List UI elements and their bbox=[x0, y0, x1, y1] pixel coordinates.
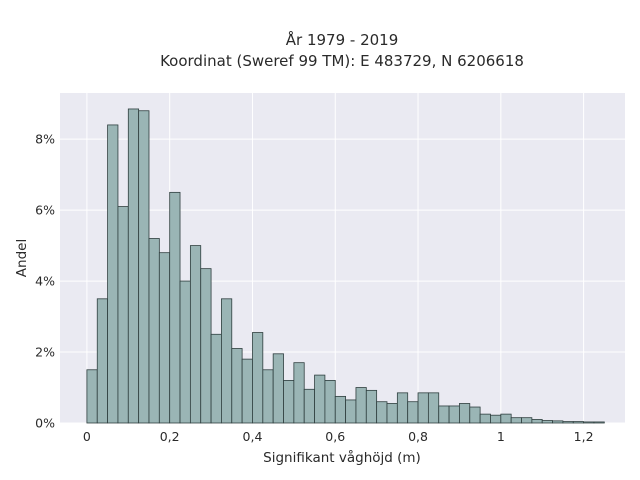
x-tick-label: 1 bbox=[497, 429, 505, 444]
histogram-bar bbox=[541, 420, 553, 424]
histogram-bar bbox=[376, 401, 388, 424]
x-tick-label: 0,2 bbox=[160, 429, 180, 444]
histogram-bar bbox=[365, 389, 378, 424]
x-tick-labels: 0 0,2 0,4 0,6 0,8 1 1,2 bbox=[83, 429, 594, 444]
histogram-bar bbox=[189, 245, 202, 424]
x-axis-label: Signifikant våghöjd (m) bbox=[263, 449, 421, 466]
x-tick-label: 0 bbox=[83, 429, 91, 444]
histogram-bar bbox=[324, 380, 336, 424]
histogram-bar bbox=[531, 419, 543, 424]
y-tick-label: 2% bbox=[35, 345, 55, 360]
histogram-bar bbox=[479, 413, 491, 424]
histogram-bar bbox=[407, 401, 419, 424]
histogram-bar bbox=[396, 392, 409, 424]
histogram-bar bbox=[262, 369, 274, 424]
histogram-bar bbox=[355, 387, 367, 424]
x-tick-label: 1,2 bbox=[574, 429, 594, 444]
histogram-bar bbox=[252, 332, 264, 424]
chart-title-line2: Koordinat (Sweref 99 TM): E 483729, N 62… bbox=[160, 52, 524, 70]
histogram-bar bbox=[293, 362, 305, 424]
histogram-bar bbox=[272, 353, 284, 424]
histogram-bar bbox=[303, 388, 315, 424]
x-tick-label: 0,6 bbox=[325, 429, 345, 444]
bars bbox=[86, 108, 605, 424]
histogram-bar bbox=[500, 413, 512, 424]
chart-title-line1: År 1979 - 2019 bbox=[286, 30, 399, 49]
histogram-bar bbox=[448, 405, 460, 424]
histogram-bar bbox=[417, 392, 429, 424]
x-tick-label: 0,8 bbox=[408, 429, 428, 444]
histogram-bar bbox=[521, 417, 533, 424]
histogram-bar bbox=[334, 395, 347, 424]
x-tick-label: 0,4 bbox=[243, 429, 263, 444]
histogram-bar bbox=[210, 333, 222, 424]
y-tick-label: 8% bbox=[35, 132, 55, 147]
histogram-bar bbox=[138, 110, 150, 424]
y-tick-label: 4% bbox=[35, 274, 55, 289]
histogram-bar bbox=[127, 108, 140, 424]
histogram-bar bbox=[169, 191, 181, 424]
y-tick-labels: 0% 2% 4% 6% 8% bbox=[35, 132, 55, 431]
histogram-bar bbox=[86, 369, 98, 424]
histogram-bar bbox=[241, 358, 253, 424]
histogram-bar bbox=[572, 421, 585, 424]
histogram-bar bbox=[510, 417, 522, 424]
histogram-bar bbox=[593, 421, 605, 424]
y-tick-label: 0% bbox=[35, 416, 55, 431]
histogram-bar bbox=[386, 403, 398, 424]
histogram-bar bbox=[583, 421, 595, 424]
histogram-bar bbox=[345, 399, 357, 424]
histogram-bar bbox=[107, 124, 119, 424]
y-tick-label: 6% bbox=[35, 203, 55, 218]
histogram-bar bbox=[469, 406, 481, 424]
histogram-bar bbox=[314, 374, 326, 424]
histogram-bar bbox=[562, 421, 574, 424]
histogram-bar bbox=[117, 206, 129, 424]
histogram-bar bbox=[200, 268, 212, 424]
histogram-bar bbox=[490, 414, 502, 424]
y-axis-label: Andel bbox=[14, 239, 30, 277]
histogram-bar bbox=[283, 380, 295, 424]
histogram-bar bbox=[158, 252, 171, 424]
histogram-bar bbox=[148, 238, 160, 424]
histogram-bar bbox=[552, 420, 564, 424]
histogram-bar bbox=[179, 280, 191, 424]
histogram-bar bbox=[438, 405, 450, 424]
histogram-bar bbox=[459, 403, 471, 424]
histogram-bar bbox=[231, 348, 243, 424]
histogram-bar bbox=[96, 298, 109, 424]
histogram-bar bbox=[427, 392, 440, 424]
histogram-bar bbox=[221, 298, 233, 424]
